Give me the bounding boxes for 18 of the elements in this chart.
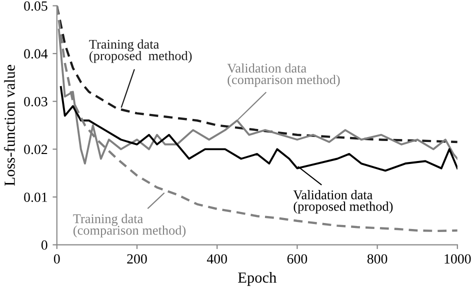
y-tick-label: 0 xyxy=(41,240,48,250)
annotation: Validation data (comparison method) xyxy=(227,63,340,87)
x-tick-label: 0 xyxy=(54,254,60,264)
annotation: Training data (comparison method) xyxy=(73,214,186,238)
y-tick-label: 0.04 xyxy=(24,49,48,59)
x-tick-label: 800 xyxy=(367,254,388,264)
y-tick-label: 0.01 xyxy=(24,192,48,202)
y-tick-label: 0.03 xyxy=(24,96,48,106)
x-tick-label: 400 xyxy=(206,254,227,264)
annotation: Validation data (proposed method) xyxy=(293,190,393,214)
x-tick-label: 200 xyxy=(127,254,147,264)
y-tick-label: 0.02 xyxy=(24,144,48,154)
x-tick-label: 1000 xyxy=(444,254,471,264)
x-tick-label: 600 xyxy=(287,254,308,264)
annotation: Training data (proposed method) xyxy=(89,39,192,63)
y-axis-title: Loss-function value xyxy=(4,64,15,186)
y-tick-label: 0.05 xyxy=(24,1,48,11)
x-axis-title: Epoch xyxy=(238,272,276,286)
